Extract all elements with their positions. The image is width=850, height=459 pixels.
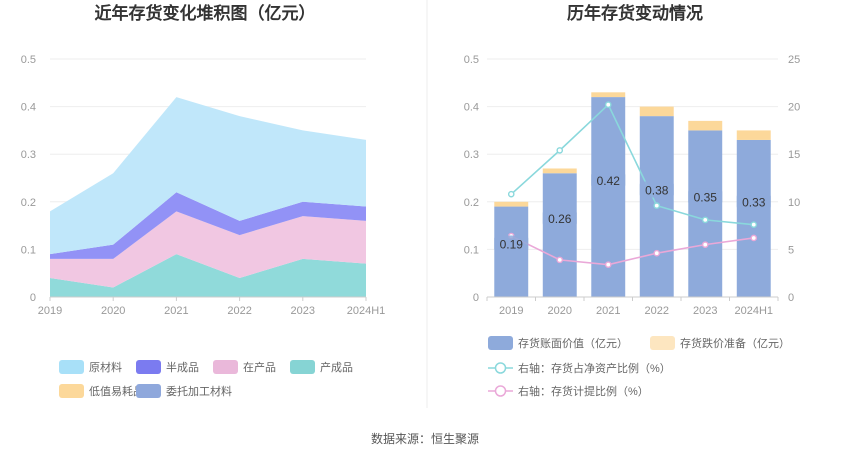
bar-impairment [591,92,626,98]
left-y-tick: 0.2 [21,197,36,209]
right-x-tick: 2021 [596,305,620,317]
bar-impairment [688,120,723,131]
bar-value-label: 0.26 [548,212,572,226]
right-y-tick: 0.1 [464,244,479,256]
left-legend-label: 在产品 [243,360,276,374]
left-legend-label: 半成品 [166,360,199,374]
left-legend-label: 产成品 [320,360,353,374]
right-y2-tick: 25 [788,54,800,66]
left-legend-swatch [59,360,84,374]
right-legend-label-impairment: 存货跌价准备（亿元） [680,336,790,350]
bar-impairment [736,130,771,140]
bar-book-value [542,173,577,297]
right-legend-label-line: 右轴：存货计提比例（%） [518,384,649,398]
left-x-tick: 2020 [101,305,125,317]
left-x-tick: 2023 [291,305,315,317]
left-legend-swatch [59,384,84,398]
bar-value-label-bg [688,188,723,205]
point-inventory-to-net-assets [604,101,612,108]
right-legend-swatch-book-value [488,336,513,350]
point-provision-ratio [750,234,758,242]
bar-impairment [542,168,577,174]
left-y-tick: 0.1 [21,244,36,256]
bar-impairment [639,106,674,117]
left-chart-title: 近年存货变化堆积图（亿元） [95,3,316,23]
left-x-tick: 2019 [38,305,62,317]
right-y2-tick: 0 [788,292,794,304]
area-series-2 [50,192,366,259]
left-legend-swatch [136,384,161,398]
left-y-tick: 0 [30,292,36,304]
area-series-3 [50,97,366,255]
left-y-tick: 0.5 [21,54,36,66]
left-x-tick: 2024H1 [347,305,386,317]
right-x-tick: 2022 [645,305,669,317]
point-provision-ratio [701,241,709,248]
right-y-tick: 0.2 [464,197,479,209]
right-chart-title: 历年存货变动情况 [567,3,703,23]
right-y-tick: 0.3 [464,149,479,161]
left-y-tick: 0.3 [21,149,36,161]
bar-value-label-bg [639,181,674,198]
point-inventory-to-net-assets [653,202,661,209]
line-inventory-to-net-assets [510,103,754,226]
point-provision-ratio [653,249,661,257]
right-y2-tick: 15 [788,149,800,161]
right-x-tick: 2024H1 [734,305,773,317]
left-legend-label: 委托加工材料 [166,384,232,398]
point-provision-ratio [604,261,612,268]
bar-value-label: 0.38 [645,184,669,198]
right-x-tick: 2019 [499,305,523,317]
right-y2-tick: 20 [788,102,800,114]
bar-line-combo-chart: 历年存货变动情况 0.190.260.420.380.35 0.33 00.10.… [464,3,801,398]
left-legend-swatch [213,360,238,374]
bar-value-label-bg [542,210,577,227]
left-x-tick: 2021 [164,305,188,317]
bar-value-label-bg [494,235,529,252]
left-legend-label: 原材料 [89,360,122,374]
left-legend-swatch [136,360,161,374]
bar-value-label: 0.33 [742,195,766,209]
right-y-tick: 0.5 [464,54,479,66]
right-x-tick: 2023 [693,305,717,317]
right-y-tick: 0.4 [464,102,479,114]
left-x-tick: 2022 [227,305,251,317]
bar-value-label-bg [736,193,771,210]
right-legend-label-line: 右轴：存货占净资产比例（%） [518,361,671,375]
data-source: 数据来源：恒生聚源 [371,431,479,446]
right-legend-line-marker [494,385,507,397]
left-legend-swatch [290,360,315,374]
stacked-area-chart: 近年存货变化堆积图（亿元） 0 0.1 0.2 0.3 0.4 0.5 2019 2020 20… [21,3,386,398]
bar-value-label-bg [591,172,626,189]
bar-impairment [494,201,529,207]
point-inventory-to-net-assets [507,190,515,198]
bar-book-value [688,130,723,297]
area-series-0 [50,254,366,297]
right-y2-tick: 10 [788,197,800,209]
bar-book-value [736,139,771,297]
bar-value-label: 0.35 [694,191,718,205]
right-legend-line-marker [494,362,507,374]
right-x-tick: 2020 [548,305,572,317]
bar-value-label: 0.19 [500,238,524,252]
right-legend-label-book-value: 存货账面价值（亿元） [518,336,628,350]
left-y-tick: 0.4 [21,102,36,114]
point-inventory-to-net-assets [556,147,564,154]
right-y-tick: 0 [473,292,479,304]
point-inventory-to-net-assets [750,221,758,228]
area-series-1 [50,211,366,288]
point-provision-ratio [556,256,564,264]
bar-book-value [494,206,529,297]
bar-value-label: 0.42 [597,174,621,188]
right-legend-swatch-impairment [650,336,675,350]
line-provision-ratio [510,235,754,266]
left-legend-label: 低值易耗品 [89,385,144,398]
point-inventory-to-net-assets [701,216,709,224]
right-y2-tick: 5 [788,244,794,256]
